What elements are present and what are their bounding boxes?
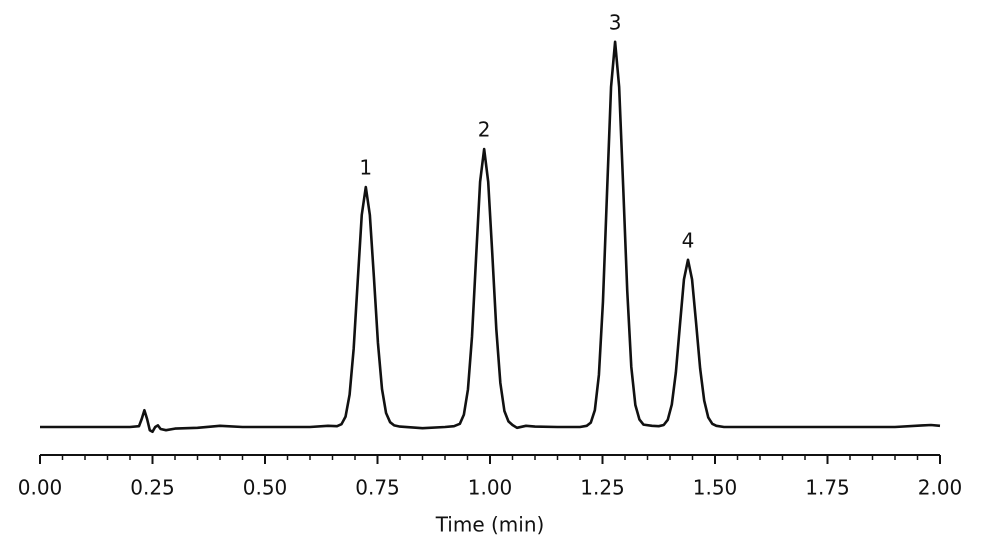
x-tick-label: 1.00 — [468, 476, 513, 500]
x-axis-label: Time (min) — [435, 513, 545, 537]
x-tick-label: 0.75 — [355, 476, 400, 500]
x-tick-label: 0.25 — [130, 476, 175, 500]
trace-line — [40, 40, 941, 434]
x-tick-label: 0.50 — [243, 476, 288, 500]
peak-label: 1 — [359, 156, 372, 180]
peak-label: 4 — [682, 228, 695, 252]
x-tick-label: 1.25 — [580, 476, 625, 500]
x-tick-label: 2.00 — [918, 476, 963, 500]
peak-label: 3 — [609, 10, 622, 34]
x-tick-label: 1.50 — [693, 476, 738, 500]
x-tick-label: 1.75 — [805, 476, 850, 500]
peak-label: 2 — [478, 118, 491, 142]
x-tick-label: 0.00 — [18, 476, 63, 500]
